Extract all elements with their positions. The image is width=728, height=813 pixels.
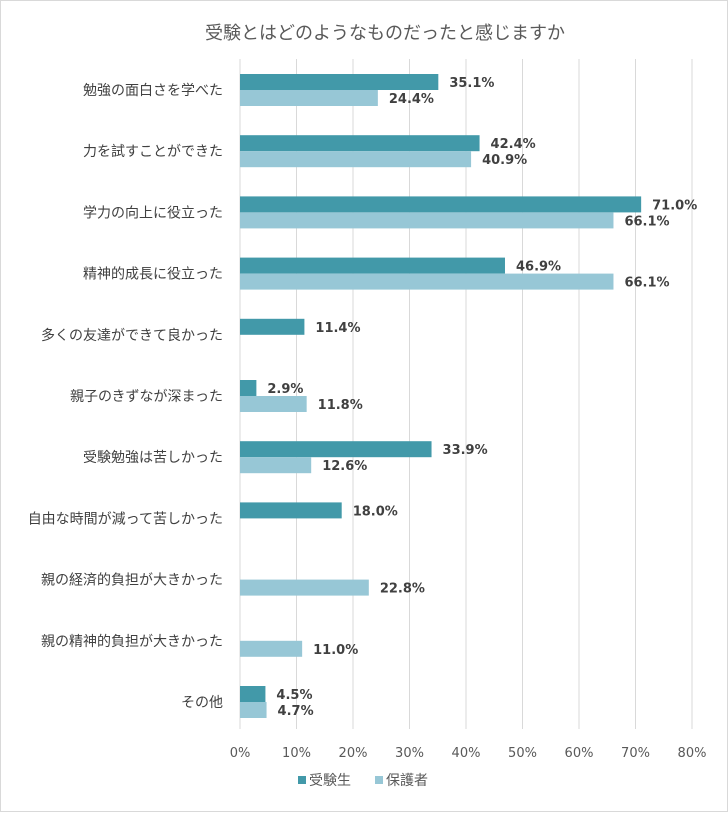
legend-label: 保護者 [386,773,428,789]
bar-student [240,196,642,213]
bar-guardian [240,273,614,290]
category-label: 勉強の面白さを学べた [83,83,223,99]
category-label: 親子のきずなが深まった [70,389,223,405]
data-label: 2.9% [267,382,303,397]
bar-student [240,74,439,90]
legend-swatch [298,776,306,784]
bar-guardian [240,151,472,168]
bar-guardian [240,212,614,229]
x-tick-label: 60% [565,746,594,761]
bar-guardian [240,702,267,718]
bars [240,74,642,718]
data-label: 12.6% [322,459,367,474]
legend: 受験生 保護者 [298,773,428,789]
data-label: 71.0% [652,198,697,213]
bar-student [240,380,257,396]
bar-student [240,135,480,152]
category-label: その他 [181,695,223,711]
data-label: 66.1% [624,276,669,291]
data-label: 35.1% [449,76,494,91]
category-label: 自由な時間が減って苦しかった [28,510,223,527]
x-tick-label: 70% [621,746,650,761]
x-tick-label: 50% [508,746,537,761]
bar-guardian [240,396,307,412]
x-tick-label: 0% [230,746,251,761]
data-label: 46.9% [516,260,561,275]
bar-student [240,257,505,274]
category-label: 精神的成長に役立った [83,267,223,283]
data-label: 42.4% [491,137,536,152]
bar-student [240,686,266,702]
x-tick-label: 80% [678,746,707,761]
legend-swatch [375,776,383,784]
bar-guardian [240,90,378,106]
data-label: 22.8% [380,582,425,597]
data-label: 4.7% [278,704,314,719]
bar-student [240,441,432,458]
data-labels: 35.1%24.4%42.4%40.9%71.0%66.1%46.9%66.1%… [267,76,697,719]
chart-title: 受験とはどのようなものだったと感じますか [205,23,565,44]
x-tick-label: 30% [395,746,424,761]
category-label: 多くの友達ができて良かった [41,327,223,344]
category-label: 力を試すことができた [83,144,223,160]
category-labels: 勉強の面白さを学べた力を試すことができた学力の向上に役立った精神的成長に役立った… [28,83,223,711]
data-label: 11.0% [313,643,358,658]
x-axis-tick-labels: 0% 10% 20% 30% 40% 50% 60% 70% 80% [230,746,707,761]
category-label: 学力の向上に役立った [83,205,223,221]
x-tick-label: 20% [339,746,368,761]
bar-guardian [240,579,369,596]
x-tick-label: 40% [452,746,481,761]
x-tick-label: 10% [282,746,311,761]
data-label: 40.9% [482,153,527,168]
data-label: 66.1% [624,214,669,229]
legend-label: 受験生 [309,773,351,789]
bar-guardian [240,457,312,474]
bar-student [240,318,305,335]
bar-student [240,502,342,519]
data-label: 33.9% [443,443,488,458]
category-label: 受験勉強は苦しかった [83,450,223,466]
data-label: 11.4% [315,321,360,336]
data-label: 24.4% [389,92,434,107]
bar-guardian [240,640,303,657]
data-label: 18.0% [353,504,398,519]
data-label: 4.5% [276,688,312,703]
data-label: 11.8% [318,398,363,413]
category-label: 親の精神的負担が大きかった [41,634,223,650]
category-label: 親の経済的負担が大きかった [41,573,223,589]
gridlines [239,59,693,729]
